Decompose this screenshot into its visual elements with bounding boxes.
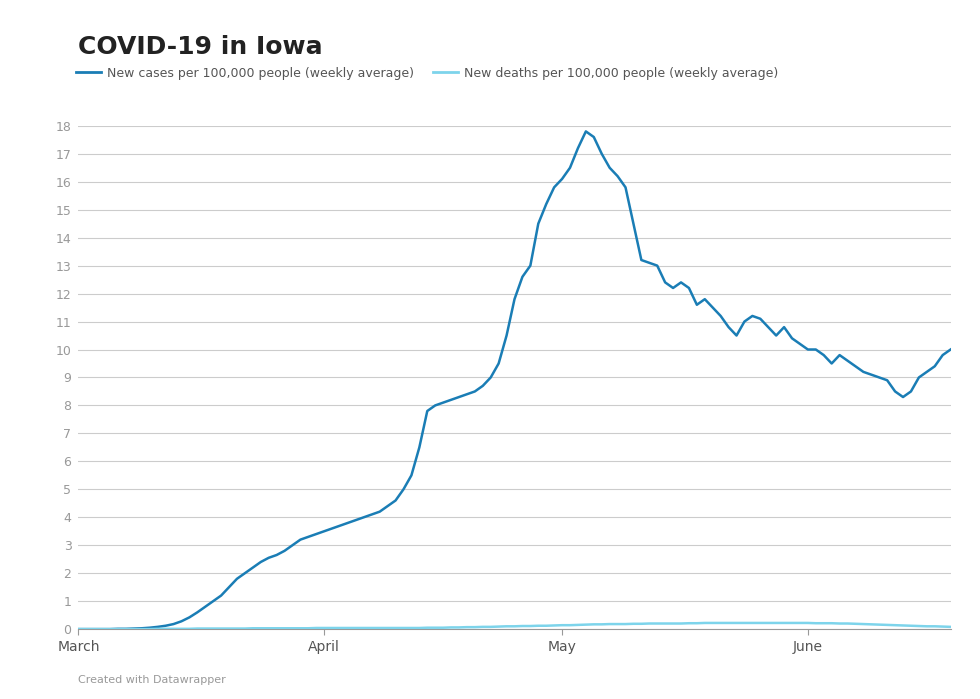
Text: COVID-19 in Iowa: COVID-19 in Iowa (78, 35, 323, 59)
Legend: New cases per 100,000 people (weekly average), New deaths per 100,000 people (we: New cases per 100,000 people (weekly ave… (75, 66, 778, 80)
Text: Created with Datawrapper: Created with Datawrapper (78, 675, 226, 685)
